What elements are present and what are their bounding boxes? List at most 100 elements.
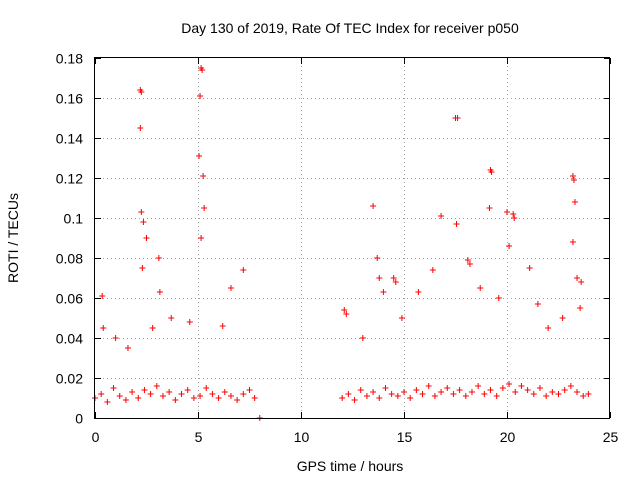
data-point xyxy=(138,209,145,215)
data-point xyxy=(149,325,156,331)
data-point xyxy=(415,289,422,295)
data-point xyxy=(561,387,568,393)
data-point xyxy=(116,393,123,399)
data-point xyxy=(98,391,105,397)
data-point xyxy=(526,265,533,271)
data-point xyxy=(511,215,518,221)
data-point xyxy=(100,325,107,331)
data-point xyxy=(219,323,226,329)
axis-ticks xyxy=(95,58,611,419)
data-point xyxy=(190,395,197,401)
data-point xyxy=(376,395,383,401)
data-point xyxy=(166,389,173,395)
data-point xyxy=(392,279,399,285)
data-point xyxy=(569,173,576,179)
y-tick-label: 0.04 xyxy=(56,331,83,347)
data-point xyxy=(370,203,377,209)
data-point xyxy=(139,265,146,271)
data-point xyxy=(351,397,358,403)
data-point xyxy=(580,393,587,399)
data-point xyxy=(198,235,205,241)
data-point xyxy=(543,393,550,399)
data-point xyxy=(184,387,191,393)
data-point xyxy=(234,397,241,403)
data-point xyxy=(155,255,162,261)
data-point xyxy=(370,389,377,395)
data-point xyxy=(559,315,566,321)
data-point xyxy=(407,395,414,401)
data-point xyxy=(577,305,584,311)
data-point xyxy=(462,393,469,399)
data-point xyxy=(466,261,473,267)
y-tick-label: 0.14 xyxy=(56,131,83,147)
data-point xyxy=(549,389,556,395)
y-axis-label: ROTI / TECUs xyxy=(5,193,21,283)
y-tick-label: 0 xyxy=(75,411,83,427)
y-tick-label: 0.18 xyxy=(56,51,83,67)
data-point xyxy=(388,391,395,397)
data-point xyxy=(156,289,163,295)
x-tick-label: 0 xyxy=(92,429,100,445)
data-point xyxy=(438,389,445,395)
data-point xyxy=(201,205,208,211)
data-point xyxy=(486,205,493,211)
data-point xyxy=(425,383,432,389)
x-tick-label: 20 xyxy=(500,429,516,445)
data-point xyxy=(143,235,150,241)
data-point xyxy=(140,219,147,225)
data-point xyxy=(129,389,136,395)
data-point xyxy=(357,387,364,393)
data-points xyxy=(92,65,592,421)
x-tick-label: 25 xyxy=(603,429,619,445)
data-point xyxy=(390,275,397,281)
data-point xyxy=(246,387,253,393)
data-point xyxy=(215,395,222,401)
data-point xyxy=(138,89,145,95)
data-point xyxy=(444,385,451,391)
chart-title: Day 130 of 2019, Rate Of TEC Index for r… xyxy=(181,20,519,36)
data-point xyxy=(534,301,541,307)
data-point xyxy=(227,393,234,399)
data-point xyxy=(574,389,581,395)
y-tick-label: 0.12 xyxy=(56,171,83,187)
data-point xyxy=(574,275,581,281)
data-point xyxy=(512,389,519,395)
data-point xyxy=(495,295,502,301)
data-point xyxy=(221,389,228,395)
data-point xyxy=(124,345,131,351)
data-point xyxy=(571,199,578,205)
data-point xyxy=(178,391,185,397)
data-point xyxy=(196,153,203,159)
data-point xyxy=(199,67,206,73)
data-point xyxy=(477,285,484,291)
data-point xyxy=(487,387,494,393)
data-point xyxy=(454,115,461,121)
data-point xyxy=(203,385,210,391)
data-point xyxy=(382,385,389,391)
data-point xyxy=(506,381,513,387)
y-tick-label: 0.1 xyxy=(64,211,84,227)
data-point xyxy=(197,393,204,399)
data-point xyxy=(413,387,420,393)
data-point xyxy=(110,385,117,391)
x-tick-label: 10 xyxy=(294,429,310,445)
y-tick-label: 0.16 xyxy=(56,91,83,107)
data-point xyxy=(570,177,577,183)
data-point xyxy=(468,389,475,395)
data-point xyxy=(153,383,160,389)
plot-frame xyxy=(94,57,610,419)
data-point xyxy=(488,169,495,175)
data-point xyxy=(567,383,574,389)
data-point xyxy=(578,279,585,285)
data-point xyxy=(137,125,144,131)
data-point xyxy=(438,213,445,219)
data-point xyxy=(227,285,234,291)
data-point xyxy=(481,391,488,397)
data-point xyxy=(453,221,460,227)
x-tick-label: 5 xyxy=(195,429,203,445)
data-point xyxy=(135,395,142,401)
data-point xyxy=(398,315,405,321)
data-point xyxy=(374,255,381,261)
data-point xyxy=(341,307,348,313)
